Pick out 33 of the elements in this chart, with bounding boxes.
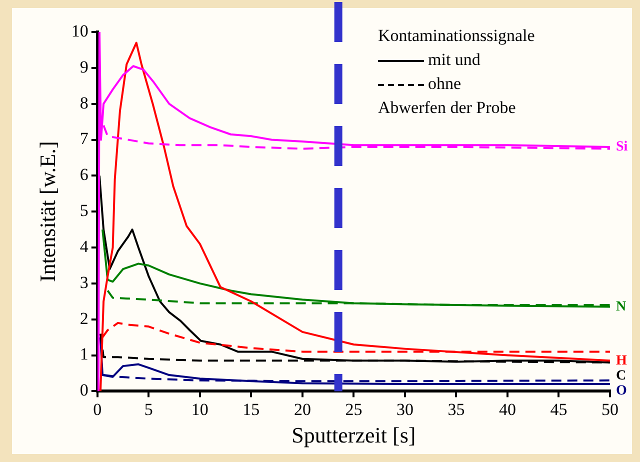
series-label: H — [616, 353, 627, 368]
annotation: Kontaminationssignale — [378, 26, 535, 45]
x-tick-label: 0 — [93, 400, 102, 419]
series-label: N — [616, 299, 626, 314]
x-tick-label: 5 — [144, 400, 153, 419]
x-tick-label: 30 — [396, 400, 414, 419]
y-tick-label: 6 — [80, 165, 88, 184]
y-tick-label: 3 — [80, 272, 88, 292]
y-tick-label: 5 — [80, 201, 88, 220]
x-tick-label: 25 — [345, 400, 362, 419]
y-tick-label: 2 — [80, 308, 88, 328]
annotation: Abwerfen der Probe — [378, 98, 516, 117]
y-tick-label: 8 — [80, 93, 88, 112]
y-tick-label: 9 — [80, 57, 88, 76]
series-label: O — [616, 383, 627, 398]
y-tick-label: 0 — [80, 380, 88, 400]
x-tick-label: 40 — [498, 400, 516, 419]
y-tick-label: 10 — [71, 21, 88, 40]
y-tick-label: 4 — [80, 236, 89, 256]
x-tick-label: 15 — [242, 400, 260, 419]
y-tick-label: 7 — [80, 129, 89, 148]
x-axis-title: Sputterzeit [s] — [292, 422, 416, 448]
series-label: C — [616, 368, 626, 384]
x-tick-label: 20 — [294, 400, 311, 419]
annotation: ohne — [428, 74, 462, 93]
x-tick-label: 10 — [191, 400, 208, 419]
x-tick-label: 45 — [550, 400, 568, 419]
annotation: mit und — [428, 50, 480, 69]
x-tick-label: 35 — [448, 400, 465, 419]
y-axis-title: Intensität [w.E.] — [34, 141, 60, 282]
y-tick-label: 1 — [80, 344, 88, 364]
series-label: Si — [616, 140, 628, 155]
x-tick-label: 50 — [602, 400, 618, 419]
